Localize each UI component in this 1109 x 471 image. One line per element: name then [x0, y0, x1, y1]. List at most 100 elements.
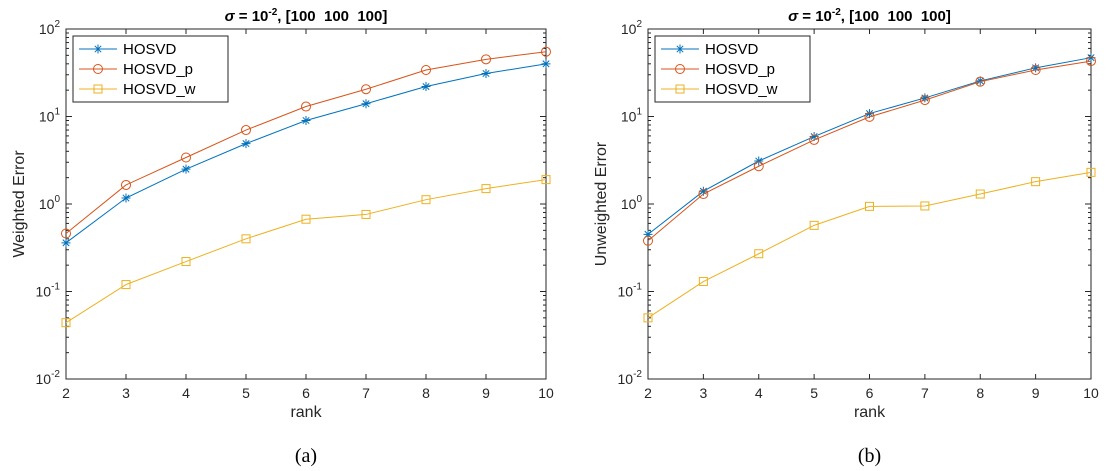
y-tick-label: 100 [39, 194, 61, 212]
y-tick-base: 10 [39, 21, 55, 37]
legend-label: HOSVD_w [705, 81, 778, 98]
x-axis-label: rank [290, 404, 322, 421]
y-tick-base: 10 [39, 109, 55, 125]
x-tick-label: 7 [362, 385, 370, 401]
title-eq: = 10 [798, 8, 832, 25]
y-tick-base: 10 [618, 371, 634, 387]
y-tick-exponent: 2 [54, 19, 60, 30]
data-point [181, 164, 191, 174]
y-axis-label: Unweighted Error [593, 141, 610, 266]
y-tick-label: 102 [621, 19, 643, 37]
data-point [1086, 53, 1096, 63]
x-tick-label: 8 [976, 385, 984, 401]
y-tick-label: 101 [621, 107, 643, 125]
title-sigma: σ [225, 8, 236, 25]
x-tick-label: 10 [1083, 385, 1099, 401]
data-point [301, 116, 311, 126]
data-point [541, 59, 551, 69]
y-tick-exponent: 1 [636, 107, 642, 118]
legend-label: HOSVD [705, 41, 759, 58]
y-tick-label: 10-1 [36, 282, 61, 300]
y-tick-exponent: -2 [633, 369, 642, 380]
data-point [481, 69, 491, 79]
title-rest: , [100 100 100] [277, 8, 387, 25]
data-point [698, 189, 709, 200]
x-tick-label: 6 [866, 385, 874, 401]
data-point [121, 193, 131, 203]
y-tick-label: 101 [39, 107, 61, 125]
x-tick-label: 10 [538, 385, 554, 401]
data-point [241, 139, 251, 149]
data-point [481, 54, 491, 65]
series-line [647, 171, 1092, 319]
data-point [865, 109, 874, 119]
legend-marker [675, 44, 685, 54]
series-line [65, 179, 547, 324]
x-tick-label: 5 [242, 385, 250, 401]
data-point [301, 101, 311, 112]
data-point [809, 134, 820, 145]
data-point [643, 229, 653, 239]
data-point [698, 186, 708, 196]
y-tick-label: 102 [39, 19, 61, 37]
data-point [920, 201, 930, 211]
x-tick-label: 3 [122, 385, 130, 401]
data-point [975, 189, 985, 199]
legend-label: HOSVD_w [123, 81, 196, 98]
x-tick-label: 2 [644, 385, 652, 401]
data-point [421, 82, 431, 92]
y-tick-base: 10 [621, 109, 637, 125]
series-hosvd-p [61, 46, 551, 239]
y-tick-exponent: -2 [51, 369, 60, 380]
y-tick-exponent: 0 [636, 194, 642, 205]
data-point [754, 156, 764, 166]
legend-marker [93, 44, 103, 54]
x-tick-label: 2 [62, 385, 70, 401]
y-tick-exponent: -1 [633, 282, 642, 293]
data-point [1031, 63, 1041, 73]
data-point [421, 195, 431, 205]
data-point [361, 99, 371, 109]
data-point [1031, 177, 1041, 187]
series-line [65, 51, 547, 234]
series-hosvd-w [61, 175, 551, 328]
y-tick-base: 10 [621, 196, 637, 212]
chart-title: σ = 10-2, [100 100 100] [788, 7, 951, 25]
x-tick-label: 6 [302, 385, 310, 401]
x-tick-label: 7 [921, 385, 929, 401]
data-point [643, 313, 653, 323]
data-point [421, 64, 431, 75]
title-exp: -2 [832, 7, 841, 18]
y-axis-label: Weighted Error [11, 150, 28, 258]
title-exp: -2 [268, 7, 277, 18]
title-rest: , [100 100 100] [841, 8, 951, 25]
data-point [541, 175, 551, 185]
data-point [975, 76, 986, 87]
data-point [809, 132, 819, 142]
y-tick-base: 10 [36, 284, 52, 300]
y-tick-exponent: 0 [54, 194, 60, 205]
x-tick-label: 4 [182, 385, 190, 401]
legend-marker [675, 84, 685, 94]
data-point [481, 184, 491, 194]
legend-marker [93, 64, 103, 74]
series-hosvd [643, 53, 1096, 239]
data-point [865, 201, 874, 211]
y-tick-exponent: 1 [54, 107, 60, 118]
x-tick-label: 4 [755, 385, 763, 401]
y-tick-base: 10 [36, 371, 52, 387]
data-point [61, 238, 71, 248]
data-point [181, 257, 191, 267]
data-point [864, 111, 875, 122]
data-point [1086, 167, 1096, 177]
data-point [361, 209, 371, 219]
data-point [1086, 56, 1096, 67]
data-point [698, 277, 708, 287]
legend-label: HOSVD_p [123, 61, 193, 78]
data-point [61, 228, 71, 239]
data-point [919, 95, 930, 106]
x-tick-label: 9 [482, 385, 490, 401]
data-point [541, 46, 551, 57]
